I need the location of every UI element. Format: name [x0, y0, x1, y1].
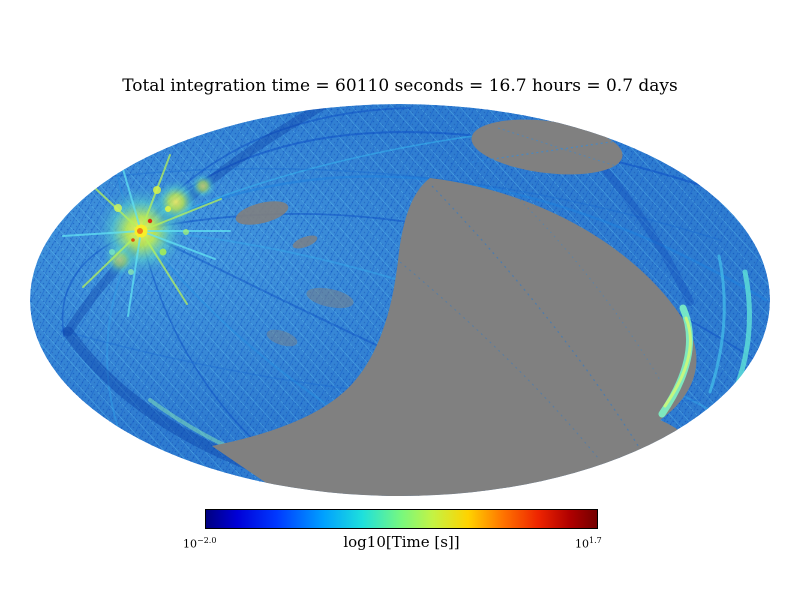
unobserved-region-oval	[471, 119, 623, 175]
unobserved-region-main	[212, 178, 700, 496]
colorbar-max-tick: 101.7	[575, 536, 602, 551]
hotspot	[62, 151, 231, 317]
colorbar-min-tick: 10−2.0	[183, 536, 217, 551]
sky-map-content	[30, 104, 770, 496]
hotspot-mottle	[109, 186, 189, 275]
colorbar-gradient	[205, 509, 598, 529]
exposure-rim	[658, 254, 752, 418]
unobserved-regions	[212, 119, 700, 496]
colorbar-label: log10[Time [s]]	[343, 533, 460, 551]
plot-title: Total integration time = 60110 seconds =…	[122, 76, 678, 96]
scan-tracks-over-gray	[399, 127, 661, 459]
